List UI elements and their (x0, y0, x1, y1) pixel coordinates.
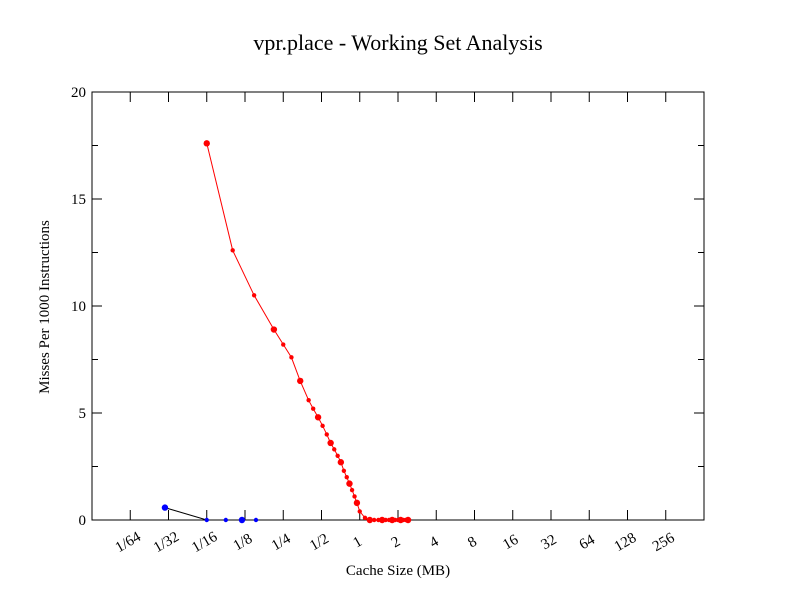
data-point (251, 293, 257, 298)
data-point (203, 140, 210, 147)
series-0 (203, 140, 412, 524)
data-point (289, 355, 294, 360)
data-point (230, 248, 235, 253)
x-tick-label: 256 (650, 530, 678, 555)
x-tick-label: 32 (539, 532, 560, 553)
x-tick-label: 1/8 (231, 531, 256, 554)
x-tick-label: 4 (427, 533, 442, 551)
x-tick-label: 1/64 (113, 529, 145, 556)
plot-frame (91, 91, 705, 521)
data-point (335, 453, 340, 458)
x-tick-label: 16 (500, 532, 521, 554)
y-tick-label: 0 (79, 513, 87, 529)
data-series (161, 140, 412, 524)
x-tick-label: 8 (465, 534, 479, 552)
data-point (353, 499, 361, 507)
data-point (341, 468, 347, 473)
data-point (372, 517, 377, 523)
data-point (346, 480, 353, 487)
x-tick-label: 64 (577, 532, 598, 554)
x-tick-label: 1 (351, 534, 365, 552)
data-point (320, 423, 325, 429)
data-point (332, 447, 337, 452)
y-tick-label: 10 (71, 299, 86, 315)
x-tick-label: 2 (389, 534, 403, 552)
x-tick-label: 128 (612, 530, 639, 555)
y-axis-label: Misses Per 1000 Instructions (37, 220, 53, 394)
x-tick-label: 1/2 (307, 531, 332, 554)
data-point (352, 494, 357, 499)
data-point (238, 516, 246, 524)
x-tick-label: 1/32 (151, 529, 182, 556)
data-point (281, 342, 286, 347)
data-point (223, 517, 229, 523)
data-point (324, 432, 329, 437)
data-point (383, 517, 388, 523)
data-point (378, 516, 386, 524)
data-point (314, 414, 322, 421)
data-point (327, 439, 334, 447)
data-point (161, 504, 169, 511)
data-point (337, 459, 345, 466)
chart-title: vpr.place - Working Set Analysis (253, 30, 542, 55)
plot-area (91, 91, 705, 521)
y-tick-label: 15 (71, 192, 86, 208)
data-point (310, 406, 316, 411)
x-axis-label: Cache Size (MB) (346, 563, 450, 579)
series-1 (161, 504, 259, 524)
data-point (404, 516, 412, 524)
data-point (344, 475, 349, 480)
data-point (366, 516, 374, 524)
data-point (253, 517, 259, 523)
data-point (270, 326, 278, 333)
data-point (204, 517, 209, 523)
data-point (297, 377, 304, 385)
data-point (349, 487, 355, 493)
y-tick-label: 5 (79, 406, 87, 422)
axis-ticks: 1/64 1/32 1/16 1/8 1/4 1/2 1 2 4 8 16 32 64 128 256 0 5 1… (71, 85, 704, 556)
x-tick-label: 1/16 (189, 529, 221, 556)
x-tick-label: 1/4 (269, 531, 294, 555)
data-point (306, 397, 311, 403)
data-point (362, 515, 368, 521)
y-tick-label: 20 (71, 85, 86, 101)
data-point (357, 509, 362, 514)
series-line (206, 143, 409, 521)
